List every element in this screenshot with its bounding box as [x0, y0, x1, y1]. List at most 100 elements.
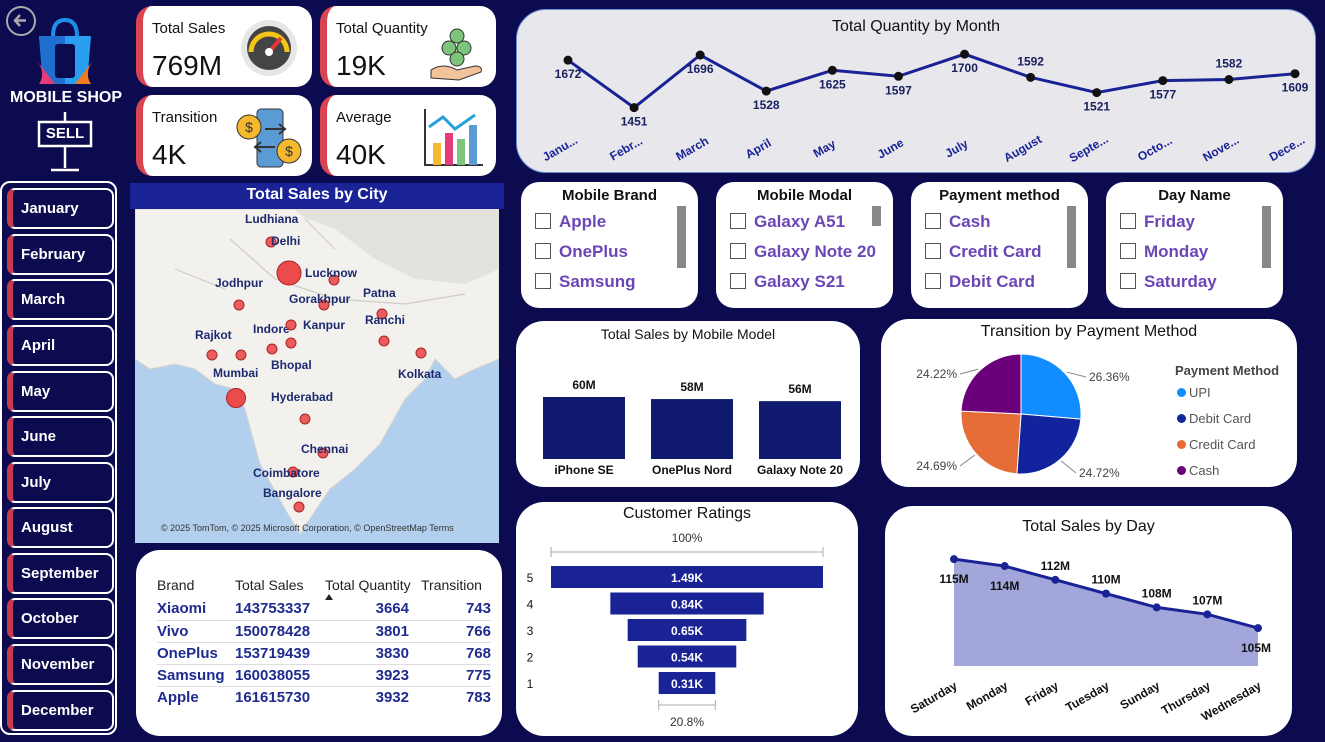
city-bubble[interactable] — [415, 347, 427, 359]
data-point[interactable] — [1102, 589, 1110, 598]
slicer-option[interactable]: Cash — [925, 212, 991, 232]
map-canvas[interactable]: Ludhiana Delhi Lucknow Jodhpur Gorakhpur Patn… — [135, 209, 499, 543]
pie-slice[interactable] — [1016, 413, 1082, 475]
slicer-option[interactable]: Samsung — [535, 272, 636, 292]
city-bubble[interactable] — [226, 388, 246, 408]
slicer-option[interactable]: Galaxy S21 — [730, 272, 845, 292]
col-header-brand[interactable]: Brand — [157, 577, 195, 593]
table-row[interactable]: OnePlus 153719439 3830 768 — [157, 642, 491, 664]
month-button-august[interactable]: August — [7, 507, 114, 548]
data-point[interactable] — [563, 55, 573, 65]
data-point[interactable] — [1203, 610, 1212, 619]
legend-item[interactable]: Cash — [1177, 463, 1219, 478]
month-button-october[interactable]: October — [7, 598, 114, 639]
checkbox[interactable] — [1120, 213, 1136, 229]
city-bubble[interactable] — [378, 335, 390, 347]
pie-slice[interactable] — [960, 353, 1022, 415]
month-button-march[interactable]: March — [7, 279, 114, 320]
slicer-option[interactable]: Monday — [1120, 242, 1208, 262]
city-bubble[interactable] — [206, 349, 218, 361]
month-button-september[interactable]: September — [7, 553, 114, 594]
data-point[interactable] — [1290, 69, 1300, 79]
data-point[interactable] — [827, 65, 837, 75]
data-point[interactable] — [1224, 74, 1234, 84]
sort-desc-icon[interactable] — [325, 594, 333, 600]
city-bubble[interactable] — [299, 413, 311, 425]
slicer-option[interactable]: Galaxy A51 — [730, 212, 845, 232]
bar[interactable] — [543, 397, 625, 459]
city-bubble[interactable] — [287, 466, 299, 478]
funnel-bar[interactable] — [637, 645, 737, 668]
month-button-july[interactable]: July — [7, 462, 114, 503]
month-button-april[interactable]: April — [7, 325, 114, 366]
city-bubble[interactable] — [328, 274, 340, 286]
data-point[interactable] — [893, 71, 903, 81]
funnel-bar[interactable] — [551, 566, 823, 588]
month-button-may[interactable]: May — [7, 371, 114, 412]
checkbox[interactable] — [1120, 273, 1136, 289]
data-point[interactable] — [629, 103, 639, 113]
month-button-january[interactable]: January — [7, 188, 114, 229]
checkbox[interactable] — [925, 273, 941, 289]
col-header-total-sales[interactable]: Total Sales — [235, 577, 304, 593]
city-bubble[interactable] — [285, 337, 297, 349]
data-point[interactable] — [1092, 88, 1102, 98]
month-button-june[interactable]: June — [7, 416, 114, 457]
city-bubble[interactable] — [318, 299, 330, 311]
data-point[interactable] — [950, 555, 958, 564]
funnel-bar[interactable] — [610, 592, 764, 615]
data-point[interactable] — [1000, 562, 1009, 571]
data-point[interactable] — [695, 50, 705, 60]
city-bubble[interactable] — [376, 308, 388, 320]
checkbox[interactable] — [535, 243, 551, 259]
table-row[interactable]: Apple 161615730 3932 783 — [157, 686, 491, 708]
slicer-option[interactable]: Galaxy Note 20 — [730, 242, 876, 262]
data-point[interactable] — [1158, 76, 1168, 86]
city-bubble[interactable] — [265, 236, 277, 248]
data-point[interactable] — [1026, 72, 1036, 82]
month-button-december[interactable]: December — [7, 690, 114, 731]
city-bubble[interactable] — [317, 447, 329, 459]
col-header-total-quantity[interactable]: Total Quantity — [325, 577, 411, 593]
checkbox[interactable] — [925, 243, 941, 259]
slicer-option[interactable]: Credit Card — [925, 242, 1042, 262]
month-button-november[interactable]: November — [7, 644, 114, 685]
back-arrow-icon[interactable] — [6, 6, 36, 36]
checkbox[interactable] — [925, 213, 941, 229]
bar[interactable] — [651, 399, 733, 459]
pie-slice[interactable] — [1020, 353, 1082, 420]
city-bubble[interactable] — [293, 501, 305, 513]
checkbox[interactable] — [730, 243, 746, 259]
funnel-bar[interactable] — [658, 672, 716, 694]
table-row[interactable]: Xiaomi 143753337 3664 743 — [157, 598, 491, 620]
data-point[interactable] — [1254, 624, 1262, 633]
scrollbar[interactable] — [1262, 206, 1271, 268]
legend-item[interactable]: Credit Card — [1177, 437, 1255, 452]
data-point[interactable] — [1152, 603, 1161, 612]
checkbox[interactable] — [535, 213, 551, 229]
pie-slice[interactable] — [960, 410, 1022, 475]
slicer-option[interactable]: Apple — [535, 212, 606, 232]
city-bubble[interactable] — [266, 343, 278, 355]
month-button-february[interactable]: February — [7, 234, 114, 275]
slicer-option[interactable]: Debit Card — [925, 272, 1035, 292]
checkbox[interactable] — [730, 213, 746, 229]
legend-item[interactable]: UPI — [1177, 385, 1211, 400]
funnel-bar[interactable] — [627, 619, 747, 641]
bar[interactable] — [759, 401, 841, 459]
scrollbar[interactable] — [872, 206, 881, 226]
legend-item[interactable]: Debit Card — [1177, 411, 1251, 426]
slicer-option[interactable]: Saturday — [1120, 272, 1217, 292]
city-bubble[interactable] — [285, 319, 297, 331]
scrollbar[interactable] — [1067, 206, 1076, 268]
city-bubble[interactable] — [276, 260, 302, 286]
table-row[interactable]: Vivo 150078428 3801 766 — [157, 620, 491, 642]
data-point[interactable] — [761, 86, 771, 96]
scrollbar[interactable] — [677, 206, 686, 268]
slicer-option[interactable]: Friday — [1120, 212, 1195, 232]
city-bubble[interactable] — [235, 349, 247, 361]
data-point[interactable] — [960, 49, 970, 59]
col-header-transition[interactable]: Transition — [421, 577, 482, 593]
checkbox[interactable] — [535, 273, 551, 289]
checkbox[interactable] — [1120, 243, 1136, 259]
